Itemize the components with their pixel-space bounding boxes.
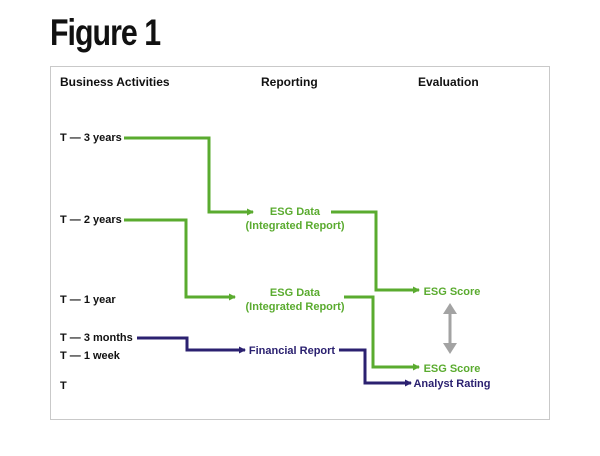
esg-score-2-label: ESG Score [424,363,481,375]
header-business-activities: Business Activities [60,75,170,89]
timeline-label-t-1-year: T — 1 year [60,294,116,306]
comparison-double-arrow [443,303,457,354]
timeline-label-t-2-years: T — 2 years [60,214,122,226]
esg-score-1-label: ESG Score [424,286,481,298]
header-evaluation: Evaluation [418,75,479,89]
esg-data-1-title: ESG Data [270,206,321,218]
connector-t3m-to-financial-report [137,336,246,354]
timeline-label-t-3-years: T — 3 years [60,132,122,144]
figure-title: Figure 1 [50,12,161,53]
esg-data-2-subtitle: (Integrated Report) [246,301,345,313]
timeline-label-t: T [60,380,67,392]
esg-data-1-subtitle: (Integrated Report) [246,220,345,232]
connector-financial-report-to-analyst-rating [339,348,412,387]
timeline-label-t-1-week: T — 1 week [60,350,121,362]
diagram-frame [50,66,550,420]
header-reporting: Reporting [261,75,318,89]
connector-t2-to-esg-data-2 [124,218,236,301]
connector-t3-to-esg-data-1 [124,136,254,216]
esg-data-2-title: ESG Data [270,287,321,299]
connector-esg-data-2-to-esg-score-2 [344,295,420,371]
timeline-label-t-3-months: T — 3 months [60,332,133,344]
financial-report-label: Financial Report [249,345,336,357]
analyst-rating-label: Analyst Rating [413,378,490,390]
connector-esg-data-1-to-esg-score-1 [331,210,420,294]
